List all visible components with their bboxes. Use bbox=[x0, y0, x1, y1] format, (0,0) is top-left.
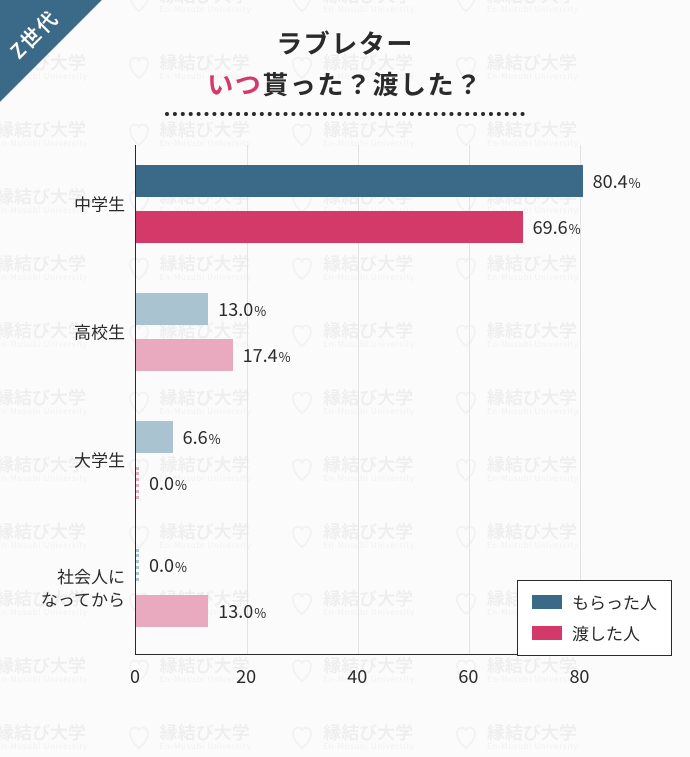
bar bbox=[136, 595, 208, 627]
bar-row: 69.6% bbox=[136, 211, 581, 243]
x-tick: 80 bbox=[569, 663, 589, 689]
bar-value: 6.6% bbox=[183, 424, 221, 450]
bar-value: 0.0% bbox=[149, 552, 187, 578]
legend-item: 渡した人 bbox=[532, 620, 657, 645]
title-dotted-rule bbox=[165, 112, 525, 116]
title-highlight: いつ bbox=[207, 65, 262, 102]
bar-value: 17.4% bbox=[243, 342, 291, 368]
title-line2: いつ貰った？渡した？ bbox=[0, 65, 690, 102]
bar bbox=[136, 165, 583, 197]
legend-swatch bbox=[532, 626, 562, 640]
infographic-frame: 縁結び大学En-Musubi University 縁結び大学En-Musubi … bbox=[0, 0, 690, 757]
category-label: 大学生 bbox=[5, 449, 125, 472]
bar-row: 6.6% bbox=[136, 421, 221, 453]
watermark-unit: 縁結び大学En-Musubi University bbox=[0, 248, 88, 287]
bar bbox=[136, 549, 139, 581]
legend-swatch bbox=[532, 595, 562, 609]
watermark-unit: 縁結び大学En-Musubi University bbox=[0, 517, 88, 556]
bar-row: 0.0% bbox=[136, 549, 187, 581]
watermark-unit: 縁結び大学En-Musubi University bbox=[0, 718, 88, 757]
watermark-unit: 縁結び大学En-Musubi University bbox=[451, 718, 579, 757]
bar bbox=[136, 211, 523, 243]
legend-label: もらった人 bbox=[572, 589, 657, 614]
bar-row: 13.0% bbox=[136, 595, 266, 627]
x-tick: 0 bbox=[130, 663, 140, 689]
watermark-unit: 縁結び大学En-Musubi University bbox=[0, 114, 88, 153]
bar-row: 13.0% bbox=[136, 293, 266, 325]
watermark-unit: 縁結び大学En-Musubi University bbox=[0, 651, 88, 690]
bar-row: 0.0% bbox=[136, 467, 187, 499]
bar bbox=[136, 293, 208, 325]
legend: もらった人渡した人 bbox=[517, 580, 672, 656]
watermark-unit: 縁結び大学En-Musubi University bbox=[287, 718, 415, 757]
title-rest: 貰った？渡した？ bbox=[262, 65, 482, 102]
bar bbox=[136, 421, 173, 453]
bar-row: 17.4% bbox=[136, 339, 291, 371]
bar-value: 80.4% bbox=[593, 168, 641, 194]
watermark-unit: 縁結び大学En-Musubi University bbox=[124, 718, 252, 757]
bar bbox=[136, 467, 139, 499]
legend-label: 渡した人 bbox=[572, 620, 640, 645]
bar bbox=[136, 339, 233, 371]
plot-area: 中学生80.4%69.6%高校生13.0%17.4%大学生6.6%0.0%社会人… bbox=[135, 145, 635, 655]
title-line1: ラブレター bbox=[0, 24, 690, 61]
x-tick: 40 bbox=[347, 663, 367, 689]
bar-value: 13.0% bbox=[218, 598, 266, 624]
x-tick: 60 bbox=[458, 663, 478, 689]
title-block: ラブレター いつ貰った？渡した？ bbox=[0, 0, 690, 116]
category-label: 中学生 bbox=[5, 193, 125, 216]
legend-item: もらった人 bbox=[532, 589, 657, 614]
bar-value: 13.0% bbox=[218, 296, 266, 322]
category-label: 高校生 bbox=[5, 321, 125, 344]
bar-value: 69.6% bbox=[533, 214, 581, 240]
x-tick: 20 bbox=[236, 663, 256, 689]
category-label: 社会人になってから bbox=[5, 565, 125, 611]
watermark-unit: 縁結び大学En-Musubi University bbox=[0, 382, 88, 421]
bar-value: 0.0% bbox=[149, 470, 187, 496]
bar-row: 80.4% bbox=[136, 165, 641, 197]
